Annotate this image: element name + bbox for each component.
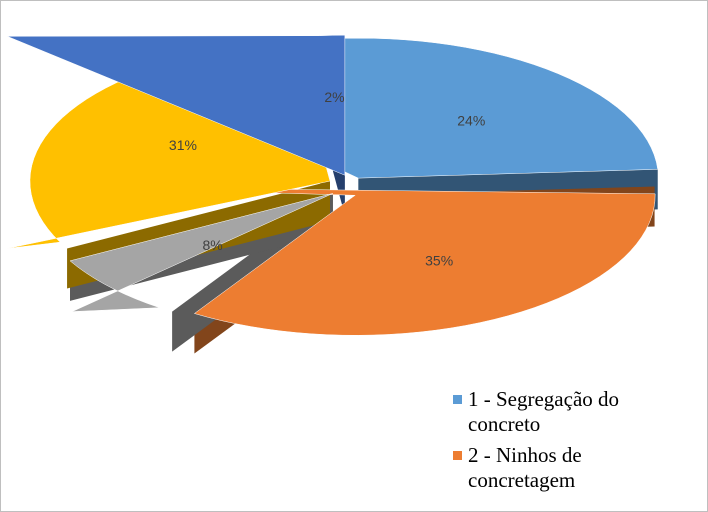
data-label: 2% xyxy=(324,89,344,105)
data-label: 8% xyxy=(202,237,222,253)
legend-label: 2 - Ninhos de concretagem xyxy=(468,443,582,492)
slice xyxy=(54,186,656,336)
legend-item: 1 - Segregação do concreto xyxy=(453,387,673,437)
data-label: 35% xyxy=(425,252,453,268)
legend-item: 2 - Ninhos de concretagem xyxy=(453,443,673,493)
legend: 1 - Segregação do concreto 2 - Ninhos de … xyxy=(453,387,673,499)
legend-swatch xyxy=(453,395,462,404)
slice xyxy=(69,193,333,312)
data-label: 24% xyxy=(457,113,485,129)
legend-label: 1 - Segregação do concreto xyxy=(468,387,620,436)
slice xyxy=(7,34,346,176)
legend-swatch xyxy=(453,451,462,460)
data-label: 31% xyxy=(169,137,197,153)
